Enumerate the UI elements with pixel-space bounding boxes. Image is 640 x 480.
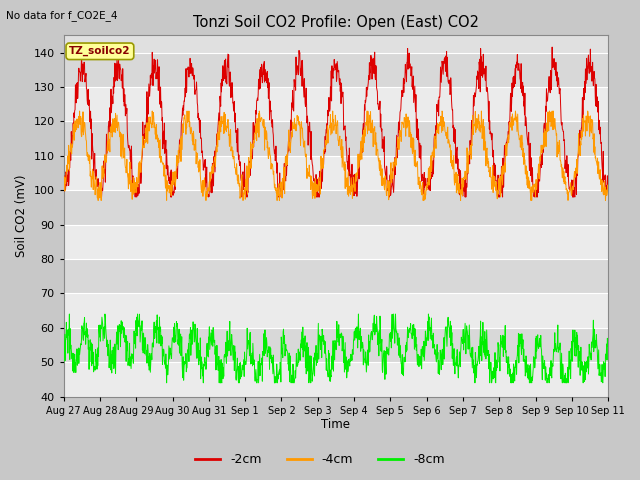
Bar	[64, 362, 608, 396]
Bar	[64, 293, 608, 328]
Bar	[64, 225, 608, 259]
Y-axis label: Soil CO2 (mV): Soil CO2 (mV)	[15, 175, 28, 257]
Bar	[64, 328, 608, 362]
Bar	[64, 259, 608, 293]
Legend: -2cm, -4cm, -8cm: -2cm, -4cm, -8cm	[190, 448, 450, 471]
Bar	[64, 52, 608, 87]
Bar	[64, 121, 608, 156]
Bar	[64, 190, 608, 225]
Text: No data for f_CO2E_4: No data for f_CO2E_4	[6, 10, 118, 21]
Title: Tonzi Soil CO2 Profile: Open (East) CO2: Tonzi Soil CO2 Profile: Open (East) CO2	[193, 15, 479, 30]
Bar	[64, 87, 608, 121]
Text: TZ_soilco2: TZ_soilco2	[69, 46, 131, 57]
X-axis label: Time: Time	[321, 419, 351, 432]
Bar	[64, 156, 608, 190]
